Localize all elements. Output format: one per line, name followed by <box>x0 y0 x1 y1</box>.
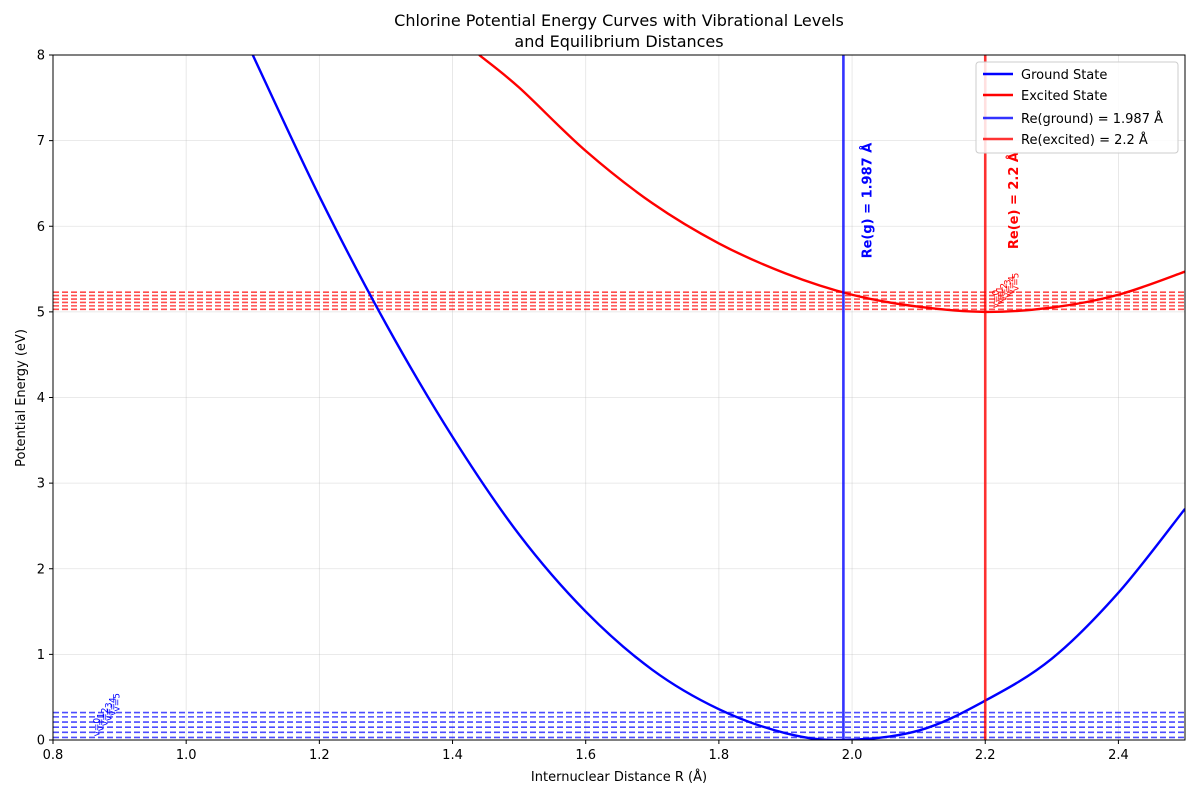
y-tick-label: 3 <box>37 477 45 492</box>
y-tick-label: 5 <box>37 305 45 320</box>
x-tick-label: 0.8 <box>43 748 64 763</box>
chart-title-line2: and Equilibrium Distances <box>514 32 723 51</box>
x-tick-label: 2.2 <box>975 748 996 763</box>
x-tick-label: 2.0 <box>842 748 863 763</box>
excited-level-label: v=1 <box>996 286 1006 305</box>
equilibrium-lines <box>842 55 987 740</box>
y-axis-ticks: 0 1 2 3 4 5 6 7 8 <box>37 49 53 749</box>
x-tick-label: 1.2 <box>309 748 330 763</box>
excited-level-label: v=5 <box>1012 273 1022 292</box>
x-tick-label: 1.8 <box>709 748 730 763</box>
curves <box>251 55 1185 740</box>
excited-level-label: v=2 <box>1000 283 1010 302</box>
x-tick-label: 2.4 <box>1108 748 1129 763</box>
y-tick-label: 4 <box>37 391 45 406</box>
excited-level-label: v=3 <box>1004 279 1014 298</box>
ground-level-label: v=4 <box>109 697 119 716</box>
ground-state-curve <box>251 55 1185 740</box>
ground-level-label: v=1 <box>97 713 107 732</box>
y-tick-label: 7 <box>37 134 45 149</box>
chart-title-line1: Chlorine Potential Energy Curves with Vi… <box>394 11 844 30</box>
legend-label-re-excited: Re(excited) = 2.2 Å <box>1021 132 1148 148</box>
y-tick-label: 0 <box>37 734 45 749</box>
annotations: Re(g) = 1.987 Å Re(e) = 2.2 Å <box>859 143 1021 259</box>
excited-level-label: v=0 <box>992 289 1002 308</box>
ground-level-label: v=0 <box>93 718 103 737</box>
ground-level-label: v=5 <box>113 693 123 712</box>
excited-state-curve <box>478 55 1185 314</box>
re-excited-annotation: Re(e) = 2.2 Å <box>1006 152 1022 249</box>
y-tick-label: 6 <box>37 220 45 235</box>
x-tick-label: 1.6 <box>575 748 596 763</box>
x-tick-label: 1.0 <box>176 748 197 763</box>
x-axis-label: Internuclear Distance R (Å) <box>531 769 707 785</box>
ground-level-label: v=2 <box>101 708 111 727</box>
ground-level-label: v=3 <box>105 702 115 721</box>
y-axis-label: Potential Energy (eV) <box>14 329 29 467</box>
legend: Ground State Excited State Re(ground) = … <box>975 61 1179 154</box>
x-axis-ticks: 0.8 1.0 1.2 1.4 1.6 1.8 2.0 2.2 2.4 <box>43 740 1129 763</box>
x-tick-label: 1.4 <box>442 748 463 763</box>
legend-box <box>975 61 1179 154</box>
legend-label-ground: Ground State <box>1021 68 1107 83</box>
y-tick-label: 2 <box>37 562 45 577</box>
vibrational-level-labels: v=0v=1v=2v=3v=4v=5v=0v=1v=2v=3v=4v=5 <box>93 273 1022 737</box>
vibrational-levels <box>53 291 1185 739</box>
legend-label-excited: Excited State <box>1021 89 1107 104</box>
re-ground-annotation: Re(g) = 1.987 Å <box>859 143 875 259</box>
excited-level-label: v=4 <box>1008 276 1018 295</box>
legend-label-re-ground: Re(ground) = 1.987 Å <box>1021 111 1163 127</box>
y-tick-label: 1 <box>37 648 45 663</box>
y-tick-label: 8 <box>37 49 45 64</box>
